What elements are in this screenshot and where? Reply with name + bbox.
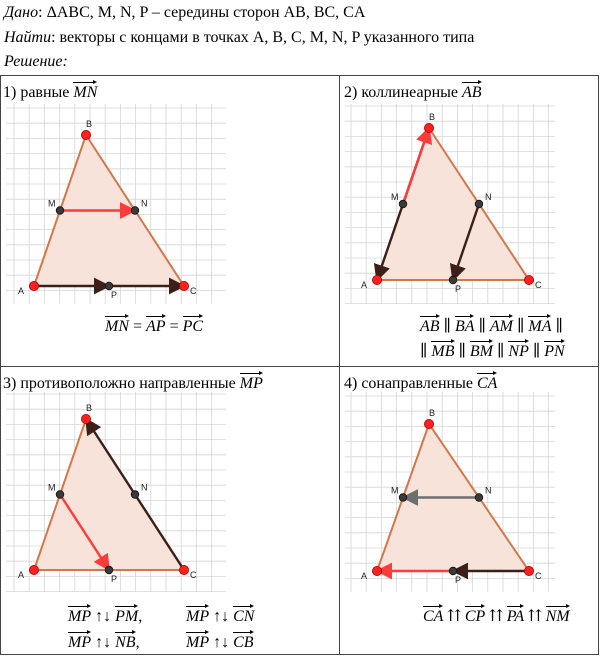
cell-4-title: 4) сонаправленные CA xyxy=(344,371,498,393)
point-label-c: C xyxy=(190,570,197,580)
point-p xyxy=(448,566,458,576)
point-a xyxy=(371,565,382,576)
point-label-n: N xyxy=(485,486,492,496)
table-vertical-divider xyxy=(339,75,340,655)
point-label-a: A xyxy=(361,280,367,290)
table-horizontal-divider xyxy=(0,366,599,367)
point-p xyxy=(104,565,114,575)
solution-table xyxy=(0,75,599,655)
point-p xyxy=(448,275,458,285)
figure-equal-vectors: A B C M N P xyxy=(6,104,226,304)
vector-ca-title: CA xyxy=(476,371,498,393)
point-label-m: M xyxy=(391,192,399,202)
point-c xyxy=(178,280,189,291)
point-m xyxy=(55,206,65,215)
point-label-b: B xyxy=(86,119,92,129)
formula-opposite-line2: MP ↑↓ NB, MP ↑↓ CB xyxy=(68,630,255,652)
point-a xyxy=(371,274,382,285)
formula-collinear-line2: ∥ MB ∥ BM ∥ NP ∥ PN xyxy=(420,339,566,361)
point-label-a: A xyxy=(18,286,24,296)
point-b xyxy=(424,418,435,429)
point-label-p: P xyxy=(455,575,461,585)
point-b xyxy=(81,413,92,424)
point-b xyxy=(424,122,435,133)
point-c xyxy=(178,564,189,575)
point-c xyxy=(523,274,534,285)
formula-equal: MN = AP = PC xyxy=(105,314,204,336)
solution-line: Решение: xyxy=(4,53,68,71)
point-m xyxy=(398,199,408,209)
vector-mn-title: MN xyxy=(73,80,98,102)
point-n xyxy=(130,206,140,215)
find-text: : векторы с концами в точках A, B, C, M,… xyxy=(51,29,475,46)
point-label-n: N xyxy=(141,483,148,493)
cell-3-title: 3) противоположно направленные MP xyxy=(3,371,263,393)
point-m xyxy=(398,493,408,502)
point-a xyxy=(28,280,39,291)
point-label-m: M xyxy=(391,486,399,496)
point-label-c: C xyxy=(535,280,542,290)
vector-mp xyxy=(58,493,111,572)
given-line: Дано: ΔABC, M, N, P – середины сторон AB… xyxy=(4,4,365,22)
formula-opposite-line1: MP ↑↓ PM, MP ↑↓ CN xyxy=(68,604,255,626)
point-label-m: M xyxy=(48,199,56,209)
point-label-b: B xyxy=(86,403,92,413)
point-label-p: P xyxy=(111,290,117,300)
point-label-p: P xyxy=(111,574,117,584)
vector-mp-title: MP xyxy=(239,371,263,393)
solution-colon: : xyxy=(62,53,68,70)
point-label-m: M xyxy=(48,483,56,493)
point-p xyxy=(104,281,114,291)
point-n xyxy=(474,199,484,209)
cell-1-title: 1) равные MN xyxy=(3,80,98,102)
figure-opposite-vectors: A B C M N P xyxy=(6,392,226,593)
find-label: Найти xyxy=(4,29,52,46)
point-label-n: N xyxy=(141,199,148,209)
figure-collinear-vectors: A B C M N P xyxy=(345,104,555,305)
point-n xyxy=(474,493,484,502)
vector-ab-title: AB xyxy=(461,80,482,102)
formula-collinear-line1: AB ∥ BA ∥ AM ∥ MA ∥ xyxy=(420,314,563,336)
cell-2-title: 2) коллинеарные AB xyxy=(344,80,482,102)
find-line: Найти: векторы с концами в точках A, B, … xyxy=(4,29,474,47)
given-text: : ΔABC, M, N, P – середины сторон AB, BC… xyxy=(38,4,366,21)
vector-np xyxy=(449,203,481,282)
point-m xyxy=(55,490,65,499)
point-label-b: B xyxy=(429,112,435,122)
vector-mb xyxy=(401,126,433,205)
point-c xyxy=(523,565,534,576)
point-n xyxy=(130,490,140,499)
point-label-b: B xyxy=(429,408,435,418)
point-label-c: C xyxy=(535,571,542,581)
point-label-c: C xyxy=(190,286,197,296)
point-b xyxy=(81,129,92,140)
solution-label: Решение xyxy=(4,53,63,70)
point-label-n: N xyxy=(485,192,492,202)
point-label-a: A xyxy=(18,570,24,580)
given-label: Дано xyxy=(4,4,39,21)
point-label-p: P xyxy=(455,284,461,294)
point-a xyxy=(28,564,39,575)
figure-codirectional-vectors: A B C M N P xyxy=(345,392,555,592)
formula-codirectional: CA ⇈ CP ⇈ PA ⇈ NM xyxy=(423,604,570,626)
point-label-a: A xyxy=(361,571,367,581)
